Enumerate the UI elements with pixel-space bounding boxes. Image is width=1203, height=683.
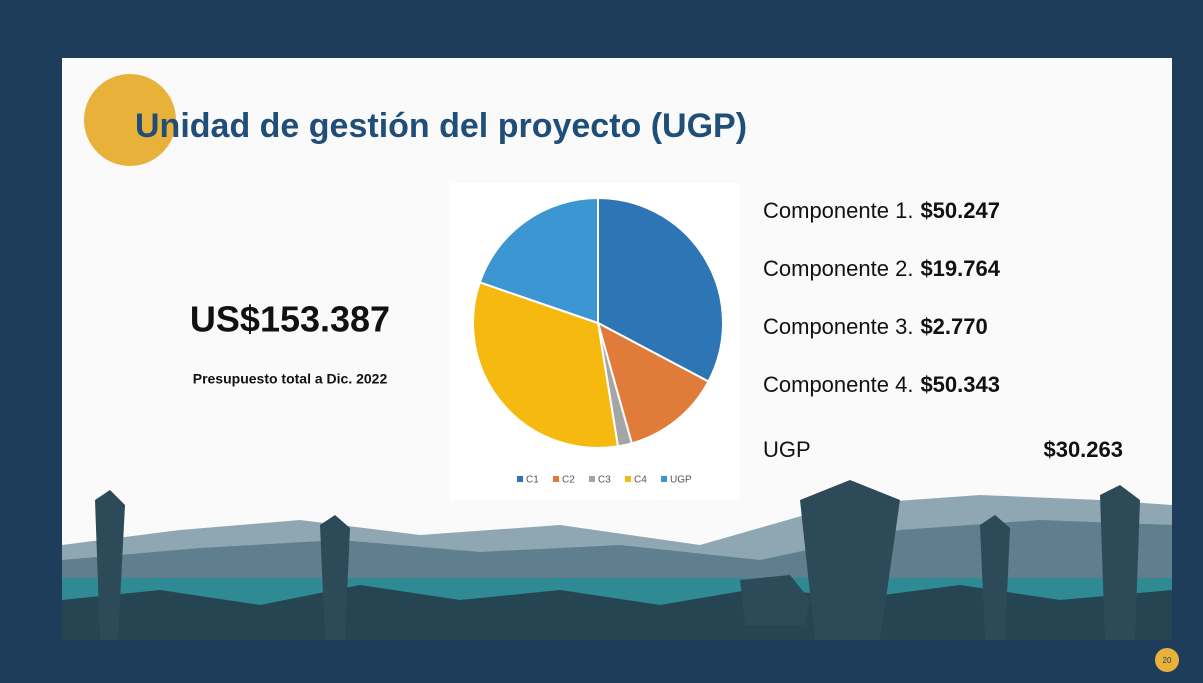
component-label: Componente 2. (763, 256, 913, 281)
legend-label: C2 (562, 475, 575, 486)
legend-swatch (661, 476, 667, 482)
page-number: 20 (1163, 656, 1172, 665)
component-label: UGP (763, 437, 811, 462)
legend-swatch (517, 476, 523, 482)
component-label: Componente 3. (763, 314, 913, 339)
legend-label: C4 (634, 475, 647, 486)
legend-swatch (553, 476, 559, 482)
legend-label: C3 (598, 475, 611, 486)
total-caption: Presupuesto total a Dic. 2022 (193, 371, 388, 387)
total-budget: US$153.387 (190, 299, 390, 340)
legend-label: UGP (670, 475, 692, 486)
page: Unidad de gestión del proyecto (UGP) US$… (0, 0, 1203, 683)
component-amount: $2.770 (920, 314, 987, 339)
slide: Unidad de gestión del proyecto (UGP) US$… (0, 0, 1203, 683)
legend-label: C1 (526, 475, 539, 486)
legend-swatch (625, 476, 631, 482)
component-amount: $30.263 (1043, 437, 1123, 462)
slide-title: Unidad de gestión del proyecto (UGP) (135, 107, 747, 145)
component-amount: $50.247 (920, 198, 1000, 223)
component-label: Componente 4. (763, 372, 913, 397)
component-label: Componente 1. (763, 198, 913, 223)
legend-swatch (589, 476, 595, 482)
component-amount: $19.764 (920, 256, 1000, 281)
component-amount: $50.343 (920, 372, 1000, 397)
